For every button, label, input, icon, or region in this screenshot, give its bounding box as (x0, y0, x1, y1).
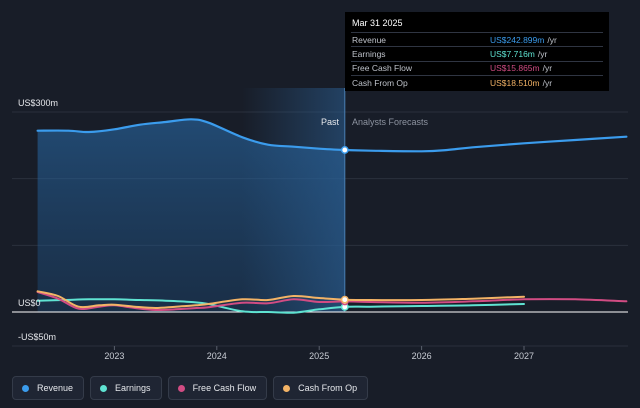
legend-dot-icon (283, 384, 291, 392)
tooltip-row-value: US$7.716m (490, 49, 535, 60)
chart-legend: Revenue Earnings Free Cash Flow Cash From O… (12, 376, 369, 400)
tooltip-row-label: Cash From Op (352, 77, 408, 88)
tooltip-row-value: US$18.510m (490, 77, 540, 88)
revenue-area (12, 88, 628, 313)
tooltip-row-unit: /yr (547, 34, 557, 45)
tooltip-date: Mar 31 2025 (352, 18, 403, 28)
x-tick-label: 2023 (104, 351, 124, 361)
tooltip-row: Cash From Op US$18.510m/yr (351, 75, 603, 89)
x-tick-label: 2026 (412, 351, 432, 361)
tooltip-row-label: Free Cash Flow (352, 63, 412, 74)
y-label-zero: US$0 (18, 298, 41, 308)
tooltip-row: Free Cash Flow US$15.865m/yr (351, 60, 603, 75)
hover-highlight-band (242, 88, 345, 312)
series-line-revenue (36, 118, 628, 153)
tooltip-row-unit: /yr (537, 49, 548, 60)
past-label: Past (321, 117, 340, 127)
x-tick-label: 2027 (514, 351, 534, 361)
tooltip-row-label: Revenue (352, 34, 387, 45)
series-line-earnings (36, 298, 525, 314)
series-line-free-cash-flow (36, 291, 628, 312)
marker-cash-from-op (340, 295, 349, 304)
data-tooltip: Mar 31 2025 Revenue US$242.899m/yr Earning… (345, 12, 609, 91)
x-tick-label: 2025 (309, 351, 329, 361)
y-label-bottom: -US$50m (18, 332, 56, 342)
legend-dot-icon (100, 384, 108, 392)
series-line-cash-from-op (36, 290, 525, 310)
x-axis-ticks: 2023 2024 2025 2026 2027 (104, 346, 534, 361)
x-tick-label: 2024 (207, 351, 227, 361)
legend-item-cash-from-op[interactable]: Cash From Op (273, 376, 369, 400)
marker-revenue (340, 146, 349, 154)
legend-item-revenue[interactable]: Revenue (12, 376, 85, 400)
hover-markers (340, 146, 349, 311)
tooltip-row: Earnings US$7.716m/yr (351, 46, 603, 60)
legend-dot-icon (177, 384, 185, 392)
legend-label: Free Cash Flow (192, 383, 257, 393)
series-lines (36, 118, 628, 314)
tooltip-row: Revenue US$242.899m/yr (351, 32, 603, 46)
legend-dot-icon (22, 384, 29, 392)
y-label-top: US$300m (18, 98, 58, 108)
forecast-label: Analysts Forecasts (352, 117, 429, 127)
legend-item-earnings[interactable]: Earnings (90, 376, 162, 400)
legend-label: Earnings (115, 383, 151, 393)
tooltip-row-label: Earnings (352, 49, 386, 60)
tooltip-row-value: US$15.865m (490, 63, 540, 74)
legend-label: Cash From Op (298, 383, 358, 393)
tooltip-row-unit: /yr (542, 63, 553, 74)
legend-label: Revenue (37, 383, 74, 393)
tooltip-row-unit: /yr (542, 77, 553, 88)
tooltip-row-value: US$242.899m (490, 34, 545, 45)
legend-item-free-cash-flow[interactable]: Free Cash Flow (167, 376, 268, 400)
axis-labels: US$300m US$0 -US$50m Past Analysts Forec… (18, 98, 429, 342)
